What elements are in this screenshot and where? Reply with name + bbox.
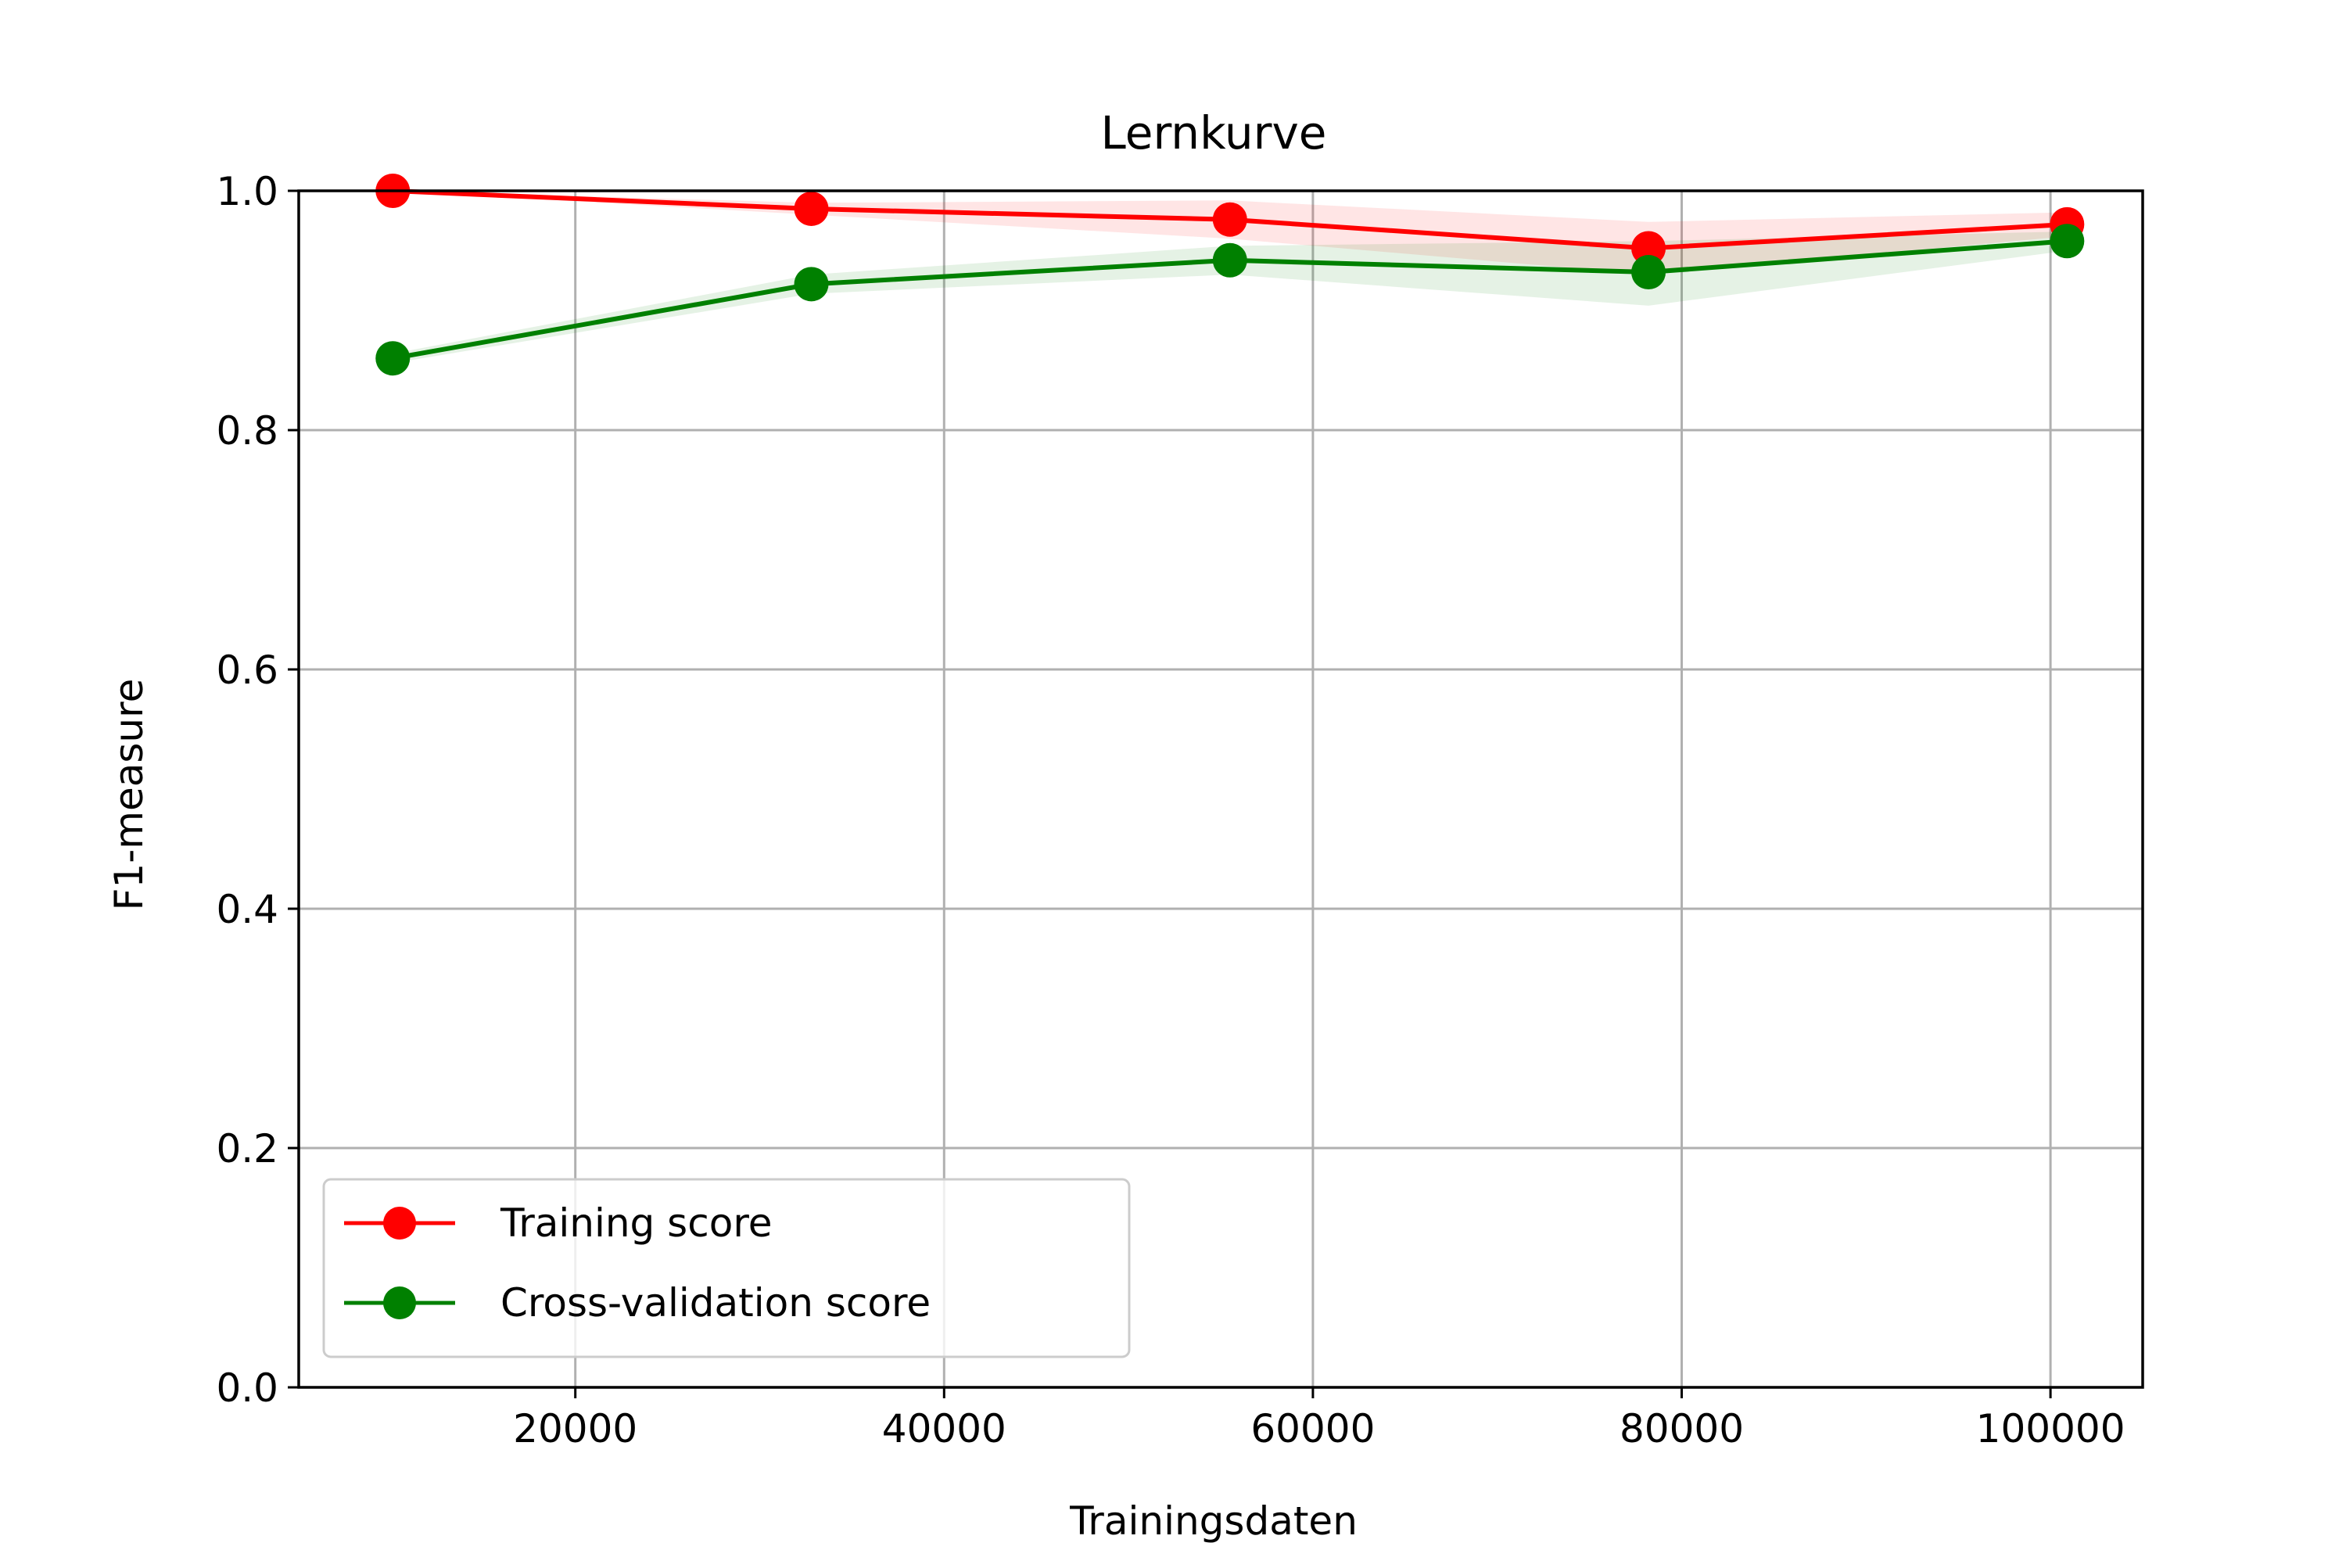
y-tick-label: 0.0	[216, 1365, 278, 1411]
x-axis-label: Trainingsdaten	[1069, 1498, 1358, 1544]
cross-validation-score-point	[2050, 224, 2085, 259]
x-tick-label: 40000	[882, 1406, 1006, 1451]
y-tick-label: 0.2	[216, 1126, 278, 1172]
y-tick-label: 1.0	[216, 169, 278, 214]
y-tick-label: 0.8	[216, 408, 278, 454]
y-axis-label: F1-measure	[106, 679, 152, 911]
x-tick-label: 100000	[1976, 1406, 2125, 1451]
x-tick-label: 20000	[513, 1406, 637, 1451]
y-tick-label: 0.6	[216, 648, 278, 693]
cross-validation-score-point	[375, 341, 411, 376]
training-score-point	[1212, 202, 1247, 237]
plot-area-frame	[297, 189, 2144, 1389]
axis-ticks: 20000 40000 60000 80000 100000 0.0 0.2 0.4 0.6 0.…	[216, 169, 2125, 1451]
y-tick-label: 0.4	[216, 887, 278, 932]
chart-title: Lernkurve	[1101, 106, 1327, 160]
cross-validation-score-point	[1212, 242, 1247, 278]
x-tick-label: 60000	[1250, 1406, 1375, 1451]
cross-validation-score-point	[1631, 255, 1666, 290]
training-score-point	[1631, 231, 1666, 266]
legend: Training score Cross-validation score	[322, 1178, 1131, 1358]
cross-validation-score-point	[794, 267, 829, 302]
legend-label-training: Training score	[500, 1200, 773, 1246]
legend-marker-cross-validation	[383, 1286, 416, 1319]
training-score-point	[794, 191, 829, 226]
legend-marker-training	[383, 1207, 416, 1240]
x-tick-label: 80000	[1620, 1406, 1744, 1451]
legend-box	[322, 1178, 1131, 1358]
legend-label-cross-validation: Cross-validation score	[500, 1280, 931, 1326]
